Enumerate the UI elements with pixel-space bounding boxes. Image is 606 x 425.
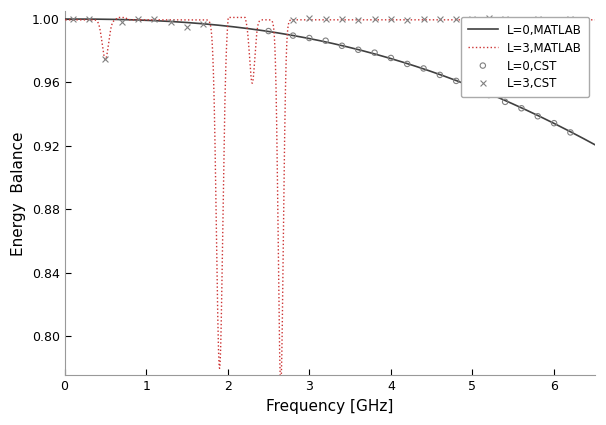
- L=0,CST: [321, 37, 330, 44]
- L=0,CST: [386, 54, 396, 61]
- L=0,CST: [549, 120, 559, 127]
- L=3,MATLAB: [379, 17, 387, 23]
- L=3,CST: [133, 16, 143, 23]
- L=0,CST: [484, 92, 494, 99]
- L=3,CST: [386, 16, 396, 23]
- L=3,CST: [84, 16, 94, 23]
- L=3,MATLAB: [498, 17, 505, 23]
- L=0,MATLAB: [576, 134, 583, 139]
- L=3,CST: [198, 20, 208, 27]
- L=3,MATLAB: [277, 373, 284, 378]
- L=3,MATLAB: [264, 17, 271, 23]
- L=0,MATLAB: [576, 134, 583, 139]
- L=3,CST: [435, 16, 445, 23]
- L=0,CST: [468, 83, 478, 90]
- L=0,MATLAB: [62, 17, 69, 22]
- L=3,CST: [565, 16, 575, 23]
- L=0,CST: [264, 28, 273, 34]
- L=3,CST: [68, 16, 78, 23]
- L=0,CST: [501, 99, 510, 105]
- L=0,CST: [288, 32, 298, 39]
- L=3,CST: [321, 16, 330, 23]
- L=3,CST: [288, 16, 298, 23]
- L=3,CST: [549, 16, 559, 23]
- L=0,CST: [435, 71, 445, 78]
- L=0,MATLAB: [305, 36, 313, 41]
- L=0,MATLAB: [88, 17, 96, 22]
- Y-axis label: Energy  Balance: Energy Balance: [11, 131, 26, 255]
- L=3,CST: [166, 19, 176, 26]
- L=3,CST: [182, 23, 191, 30]
- L=0,MATLAB: [319, 39, 327, 44]
- L=3,MATLAB: [457, 17, 464, 23]
- L=3,CST: [353, 16, 363, 23]
- L=3,CST: [150, 16, 159, 23]
- Legend: L=0,MATLAB, L=3,MATLAB, L=0,CST, L=3,CST: L=0,MATLAB, L=3,MATLAB, L=0,CST, L=3,CST: [461, 17, 589, 97]
- L=3,MATLAB: [406, 17, 413, 23]
- L=3,MATLAB: [591, 17, 599, 23]
- L=0,CST: [337, 42, 347, 49]
- L=3,MATLAB: [114, 15, 121, 20]
- L=3,CST: [468, 16, 478, 23]
- L=0,CST: [451, 77, 461, 84]
- L=3,CST: [533, 15, 542, 22]
- L=3,CST: [304, 15, 314, 22]
- L=0,MATLAB: [479, 88, 486, 94]
- L=0,CST: [419, 65, 428, 72]
- L=0,CST: [402, 60, 412, 67]
- Line: L=3,MATLAB: L=3,MATLAB: [65, 17, 595, 375]
- L=3,MATLAB: [158, 17, 165, 23]
- L=3,CST: [501, 16, 510, 23]
- L=0,MATLAB: [591, 142, 599, 147]
- L=3,CST: [484, 15, 494, 22]
- L=3,CST: [337, 16, 347, 23]
- L=3,CST: [101, 55, 110, 62]
- Line: L=0,MATLAB: L=0,MATLAB: [65, 19, 595, 145]
- L=3,CST: [370, 16, 379, 23]
- L=3,CST: [451, 16, 461, 23]
- L=3,MATLAB: [62, 17, 69, 23]
- L=0,CST: [304, 34, 314, 41]
- L=0,CST: [370, 49, 379, 56]
- L=0,CST: [533, 113, 542, 120]
- L=3,CST: [402, 16, 412, 23]
- L=0,CST: [565, 129, 575, 136]
- L=0,CST: [516, 105, 526, 112]
- L=3,CST: [419, 15, 428, 22]
- L=0,CST: [353, 46, 363, 53]
- L=3,CST: [117, 19, 127, 26]
- L=3,CST: [516, 16, 526, 23]
- X-axis label: Frequency [GHz]: Frequency [GHz]: [266, 399, 393, 414]
